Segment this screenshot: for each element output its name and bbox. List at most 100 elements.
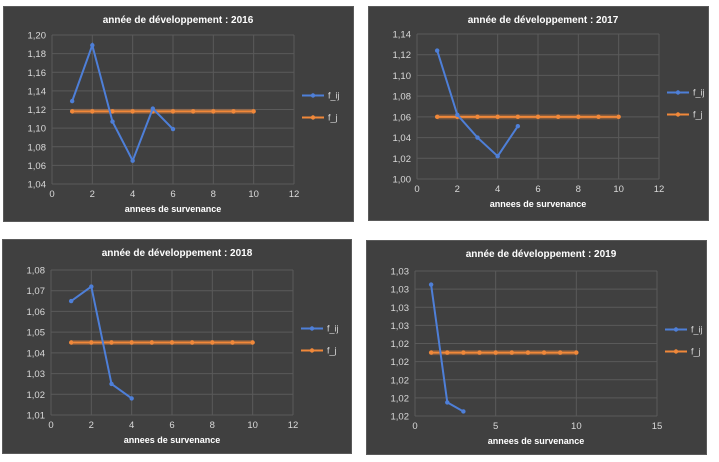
series-line-f_ij [70, 284, 133, 400]
x-tick-label: 6 [169, 420, 174, 431]
data-point-f_j [109, 340, 114, 345]
legend-label-f_ij: f_ij [328, 91, 340, 101]
legend-label-f_ij: f_ij [691, 325, 703, 335]
x-tick-label: 0 [412, 421, 417, 432]
x-tick-label: 15 [652, 421, 663, 432]
y-tick-label: 1,03 [391, 321, 410, 332]
x-axis-label: annees de survenance [488, 436, 585, 446]
y-tick-label: 1,02 [391, 339, 410, 350]
x-tick-label: 0 [414, 184, 419, 195]
y-tick-label: 1,18 [28, 49, 47, 60]
data-point-f_ij [89, 284, 94, 289]
chart-title: année de développement : 2018 [102, 248, 253, 259]
data-point-f_j [189, 340, 195, 345]
data-point-f_j [525, 350, 531, 355]
data-point-f_ij [434, 48, 440, 53]
y-tick-label: 1,12 [393, 50, 412, 61]
chart-svg: année de développement : 2016 1,04 1,06 1,0… [28, 15, 340, 214]
y-tick-label: 1,03 [391, 267, 410, 278]
y-tick-label: 1,04 [393, 133, 412, 144]
x-tick-label: 6 [535, 184, 540, 195]
data-point-f_j [461, 350, 466, 355]
y-tick-label: 1,05 [27, 328, 46, 339]
y-tick-label: 1,10 [393, 71, 412, 82]
y-tick-label: 1,02 [391, 412, 410, 423]
data-point-f_j [434, 114, 440, 120]
y-tick-label: 1,14 [28, 86, 47, 97]
y-tick-label: 1,20 [28, 31, 47, 42]
legend-label-f_ij: f_ij [327, 324, 339, 334]
y-tick-label: 1,06 [27, 307, 46, 318]
x-tick-label: 4 [495, 184, 500, 195]
x-axis-label: annees de survenance [125, 204, 222, 214]
y-tick-label: 1,04 [28, 180, 47, 191]
data-point-f_ij [110, 119, 115, 124]
y-tick-label: 1,02 [391, 375, 410, 386]
x-tick-label: 8 [210, 420, 215, 431]
data-point-f_j [495, 114, 500, 120]
data-point-f_j [555, 114, 561, 120]
x-tick-label: 0 [48, 420, 53, 431]
x-tick-label: 10 [571, 421, 582, 432]
y-tick-label: 1,08 [28, 142, 47, 153]
data-point-f_j [211, 109, 216, 114]
x-axis-label: annees de survenance [124, 435, 221, 445]
data-point-f_j [210, 340, 215, 345]
data-point-f_j [477, 350, 482, 355]
x-tick-label: 2 [89, 420, 94, 431]
y-tick-label: 1,02 [391, 357, 410, 368]
chart-panel-2019: année de développement : 2019 1,02 1,02 1,0… [366, 240, 707, 455]
chart-panel-2016: année de développement : 2016 1,04 1,06 1,0… [3, 6, 354, 222]
legend-label-f_j: f_j [328, 113, 338, 123]
y-tick-label: 1,02 [393, 154, 412, 165]
x-tick-label: 10 [248, 189, 259, 200]
x-tick-label: 8 [576, 184, 581, 195]
y-tick-label: 1,01 [27, 411, 46, 422]
x-tick-label: 12 [654, 184, 665, 195]
y-tick-label: 1,16 [28, 68, 47, 79]
series-line-f_ij [436, 50, 519, 158]
data-point-f_ij [129, 396, 134, 401]
x-tick-label: 2 [455, 184, 460, 195]
legend-marker-f_j [675, 112, 681, 117]
legend-label-f_ij: f_ij [693, 88, 705, 98]
x-tick-label: 6 [170, 189, 175, 200]
chart-title: année de développement : 2019 [466, 249, 617, 260]
data-point-f_j [231, 109, 236, 114]
y-tick-label: 1,02 [27, 390, 46, 401]
data-point-f_j [190, 109, 196, 114]
legend-label-f_j: f_j [693, 110, 703, 120]
x-tick-label: 10 [247, 420, 258, 431]
x-tick-label: 12 [289, 189, 300, 200]
data-point-f_j [89, 340, 94, 345]
y-tick-label: 1,10 [28, 124, 47, 135]
y-tick-label: 1,03 [391, 303, 410, 314]
chart-panel-2017: année de développement : 2017 1,00 1,02 1,0… [368, 6, 709, 221]
data-point-f_j [68, 340, 74, 345]
data-point-f_j [230, 340, 235, 345]
x-tick-label: 2 [90, 189, 95, 200]
chart-svg: année de développement : 2017 1,00 1,02 1,0… [393, 15, 705, 209]
data-point-f_j [130, 109, 135, 114]
legend-marker-f_ij [309, 326, 315, 331]
x-tick-label: 12 [288, 420, 299, 431]
data-point-f_ij [90, 43, 95, 48]
data-point-f_ij [428, 282, 434, 287]
y-tick-label: 1,08 [393, 92, 412, 103]
chart-title: année de développement : 2016 [103, 15, 254, 26]
data-point-f_ij [130, 158, 135, 163]
data-point-f_ij [109, 381, 114, 387]
x-tick-label: 4 [130, 189, 135, 200]
data-point-f_ij [69, 98, 75, 104]
data-point-f_j [251, 109, 256, 114]
chart-panel-2018: année de développement : 2018 1,01 1,02 1,0… [2, 239, 352, 454]
y-tick-label: 1,14 [393, 30, 412, 41]
data-point-f_j [574, 350, 579, 355]
chart-svg: année de développement : 2018 1,01 1,02 1,0… [27, 248, 339, 445]
x-tick-label: 0 [49, 189, 54, 200]
y-tick-label: 1,06 [28, 161, 47, 172]
data-point-f_j [558, 350, 563, 355]
chart-svg: année de développement : 2019 1,02 1,02 1,0… [391, 249, 703, 446]
legend-marker-f_j [309, 348, 315, 353]
data-point-f_j [110, 109, 115, 114]
